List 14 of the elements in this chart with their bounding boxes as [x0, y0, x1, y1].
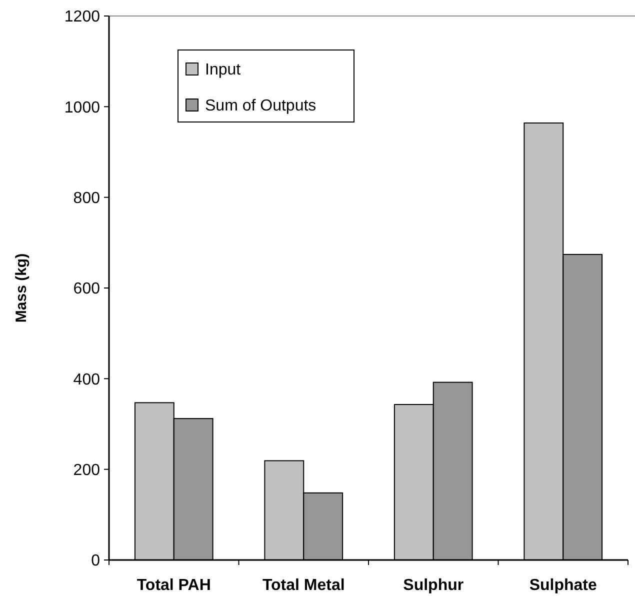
y-axis-title: Mass (kg) [13, 253, 30, 323]
y-tick-label: 400 [73, 371, 100, 388]
y-tick-label: 600 [73, 280, 100, 298]
legend-label: Input [205, 62, 242, 79]
x-tick-label: Sulphate [529, 577, 598, 594]
legend-label: Sum of Outputs [205, 98, 316, 115]
y-tick-label: 200 [73, 462, 100, 479]
y-tick-label: 800 [73, 190, 100, 207]
x-tick-label: Sulphur [403, 577, 464, 594]
y-tick-label: 0 [91, 552, 100, 570]
x-tick-label: Total PAH [136, 577, 211, 594]
y-tick-label: 1000 [64, 99, 100, 116]
y-tick-label: 1200 [64, 8, 100, 26]
x-tick-label: Total Metal [262, 577, 345, 594]
